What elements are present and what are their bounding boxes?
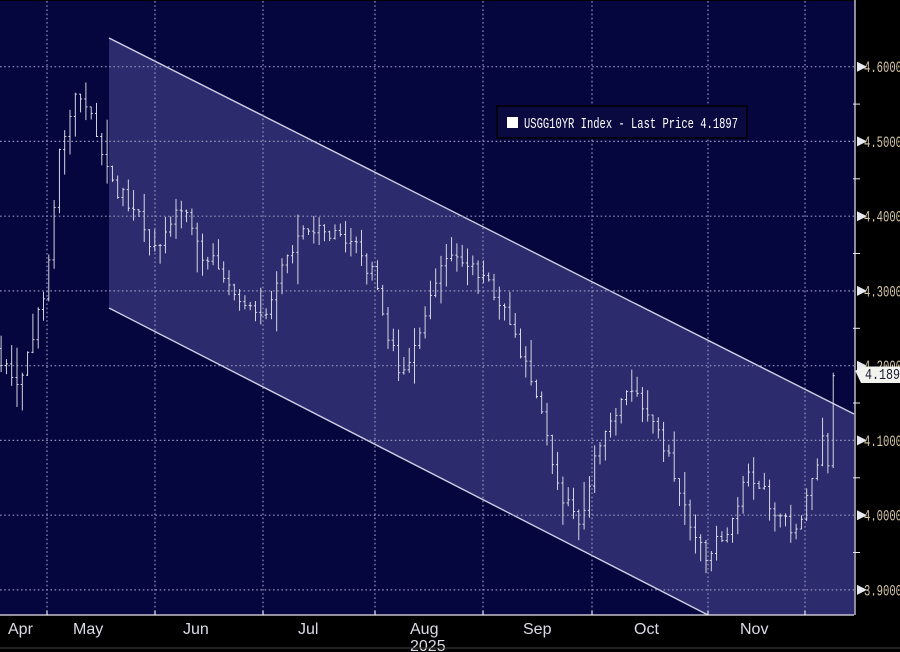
svg-text:USGG10YR Index - Last Price 4.: USGG10YR Index - Last Price 4.1897 (524, 117, 738, 133)
svg-text:Sep: Sep (523, 621, 552, 638)
svg-text:4.1897: 4.1897 (865, 367, 900, 384)
svg-text:4.4000: 4.4000 (864, 209, 900, 227)
svg-text:4.0000: 4.0000 (864, 508, 900, 526)
svg-text:3.9000: 3.9000 (864, 582, 900, 600)
svg-text:4.5000: 4.5000 (864, 134, 900, 152)
svg-text:2025: 2025 (410, 638, 446, 652)
svg-text:May: May (73, 621, 103, 638)
svg-text:4.3000: 4.3000 (864, 283, 900, 301)
svg-text:4.1000: 4.1000 (864, 433, 900, 451)
svg-text:4.6000: 4.6000 (864, 59, 900, 77)
svg-text:Jul: Jul (298, 621, 318, 638)
svg-text:Aug: Aug (410, 621, 438, 638)
svg-text:Nov: Nov (740, 621, 768, 638)
svg-text:Apr: Apr (8, 621, 34, 638)
svg-text:Jun: Jun (183, 621, 209, 638)
svg-text:Oct: Oct (634, 621, 659, 638)
